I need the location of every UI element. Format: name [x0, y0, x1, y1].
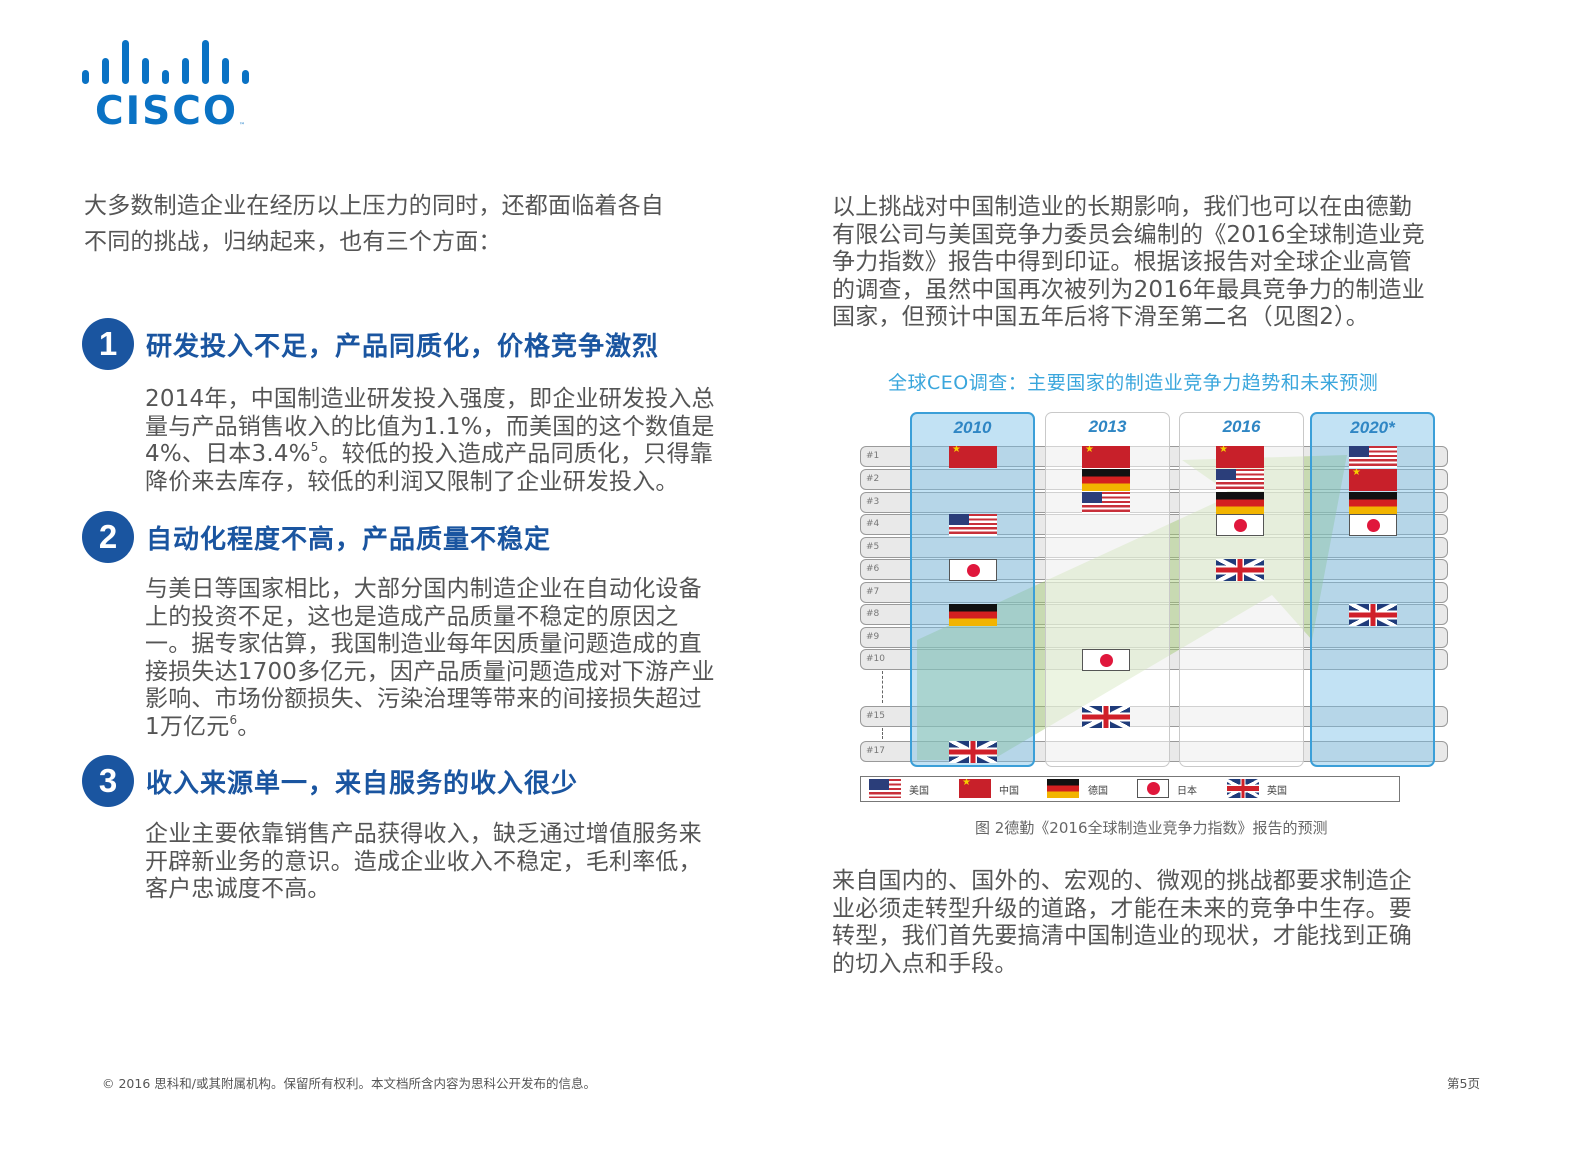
section-title: 研发投入不足，产品同质化，价格竞争激烈 [146, 331, 660, 362]
right-paragraph-1: 以上挑战对中国制造业的长期影响，我们也可以在由德勤 有限公司与美国竞争力委员会编… [832, 194, 1425, 330]
china-flag-icon [1349, 469, 1397, 491]
intro-paragraph: 大多数制造企业在经历以上压力的同时，还都面临着各自 不同的挑战，归纳起来，也有三… [84, 193, 664, 255]
cisco-logo: CISCO ™ [82, 40, 252, 135]
section-body-2: 与美日等国家相比，大部分国内制造企业在自动化设备 上的投资不足，这也是造成产品质… [145, 576, 715, 740]
germany-flag-icon [1082, 469, 1130, 491]
section-heading-1: 1 研发投入不足，产品同质化，价格竞争激烈 [82, 318, 659, 370]
uk-flag-icon [1216, 559, 1264, 581]
section-title: 收入来源单一，来自服务的收入很少 [146, 768, 579, 799]
section-number-badge: 3 [82, 755, 134, 807]
usa-flag-icon [1082, 492, 1130, 514]
uk-flag-icon [1227, 779, 1259, 798]
china-flag-icon [1216, 446, 1264, 468]
footnote-ref: 5 [310, 440, 319, 454]
japan-flag-icon [949, 559, 997, 581]
section-heading-3: 3 收入来源单一，来自服务的收入很少 [82, 755, 578, 807]
section-title: 自动化程度不高，产品质量不稳定 [146, 524, 552, 555]
germany-flag-icon [949, 604, 997, 626]
right-paragraph-2: 来自国内的、国外的、宏观的、微观的挑战都要求制造企 业必须走转型升级的道路，才能… [832, 868, 1412, 977]
cisco-bridge-bars-icon [82, 40, 250, 86]
usa-flag-icon [1349, 446, 1397, 468]
page-number: 第5页 [1447, 1076, 1480, 1091]
uk-flag-icon [949, 741, 997, 763]
section-heading-2: 2 自动化程度不高，产品质量不稳定 [82, 511, 551, 563]
china-flag-icon [959, 779, 991, 798]
section-body-1: 2014年，中国制造业研发投入强度，即企业研发投入总 量与产品销售收入的比值为1… [145, 386, 715, 495]
ellipsis-arrow-icon [882, 728, 883, 739]
footer-copyright: © 2016 思科和/或其附属机构。保留所有权利。本文档所含内容为思科公开发布的… [102, 1076, 596, 1091]
ellipsis-arrow-icon [882, 671, 883, 703]
section-body-3: 企业主要依靠销售产品获得收入，缺乏通过增值服务来 开辟新业务的意识。造成企业收入… [145, 821, 702, 902]
germany-flag-icon [1047, 779, 1079, 798]
china-flag-icon [1082, 446, 1130, 468]
usa-flag-icon [949, 514, 997, 536]
competitiveness-ranking-chart: #1 #2 #3 #4 #5 #6 #7 #8 #9 #10 #15 #17 2… [842, 400, 1458, 810]
germany-flag-icon [1216, 492, 1264, 514]
chart-title: 全球CEO调查：主要国家的制造业竞争力趋势和未来预测 [888, 372, 1379, 394]
year-column-2010: 2010 [910, 412, 1035, 767]
section-number-badge: 2 [82, 511, 134, 563]
section-number-badge: 1 [82, 318, 134, 370]
japan-flag-icon [1216, 514, 1264, 536]
japan-flag-icon [1082, 649, 1130, 671]
uk-flag-icon [1349, 604, 1397, 626]
cisco-wordmark: CISCO [95, 89, 238, 134]
japan-flag-icon [1137, 779, 1169, 798]
footnote-ref: 6 [229, 712, 238, 727]
figure-caption: 图 2德勤《2016全球制造业竞争力指数》报告的预测 [975, 819, 1328, 837]
japan-flag-icon [1349, 514, 1397, 536]
germany-flag-icon [1349, 492, 1397, 514]
trademark-mark: ™ [239, 122, 245, 129]
uk-flag-icon [1082, 706, 1130, 728]
china-flag-icon [949, 446, 997, 468]
chart-legend: 美国 中国 德国 日本 英国 [860, 776, 1400, 802]
usa-flag-icon [1216, 469, 1264, 491]
usa-flag-icon [869, 779, 901, 798]
